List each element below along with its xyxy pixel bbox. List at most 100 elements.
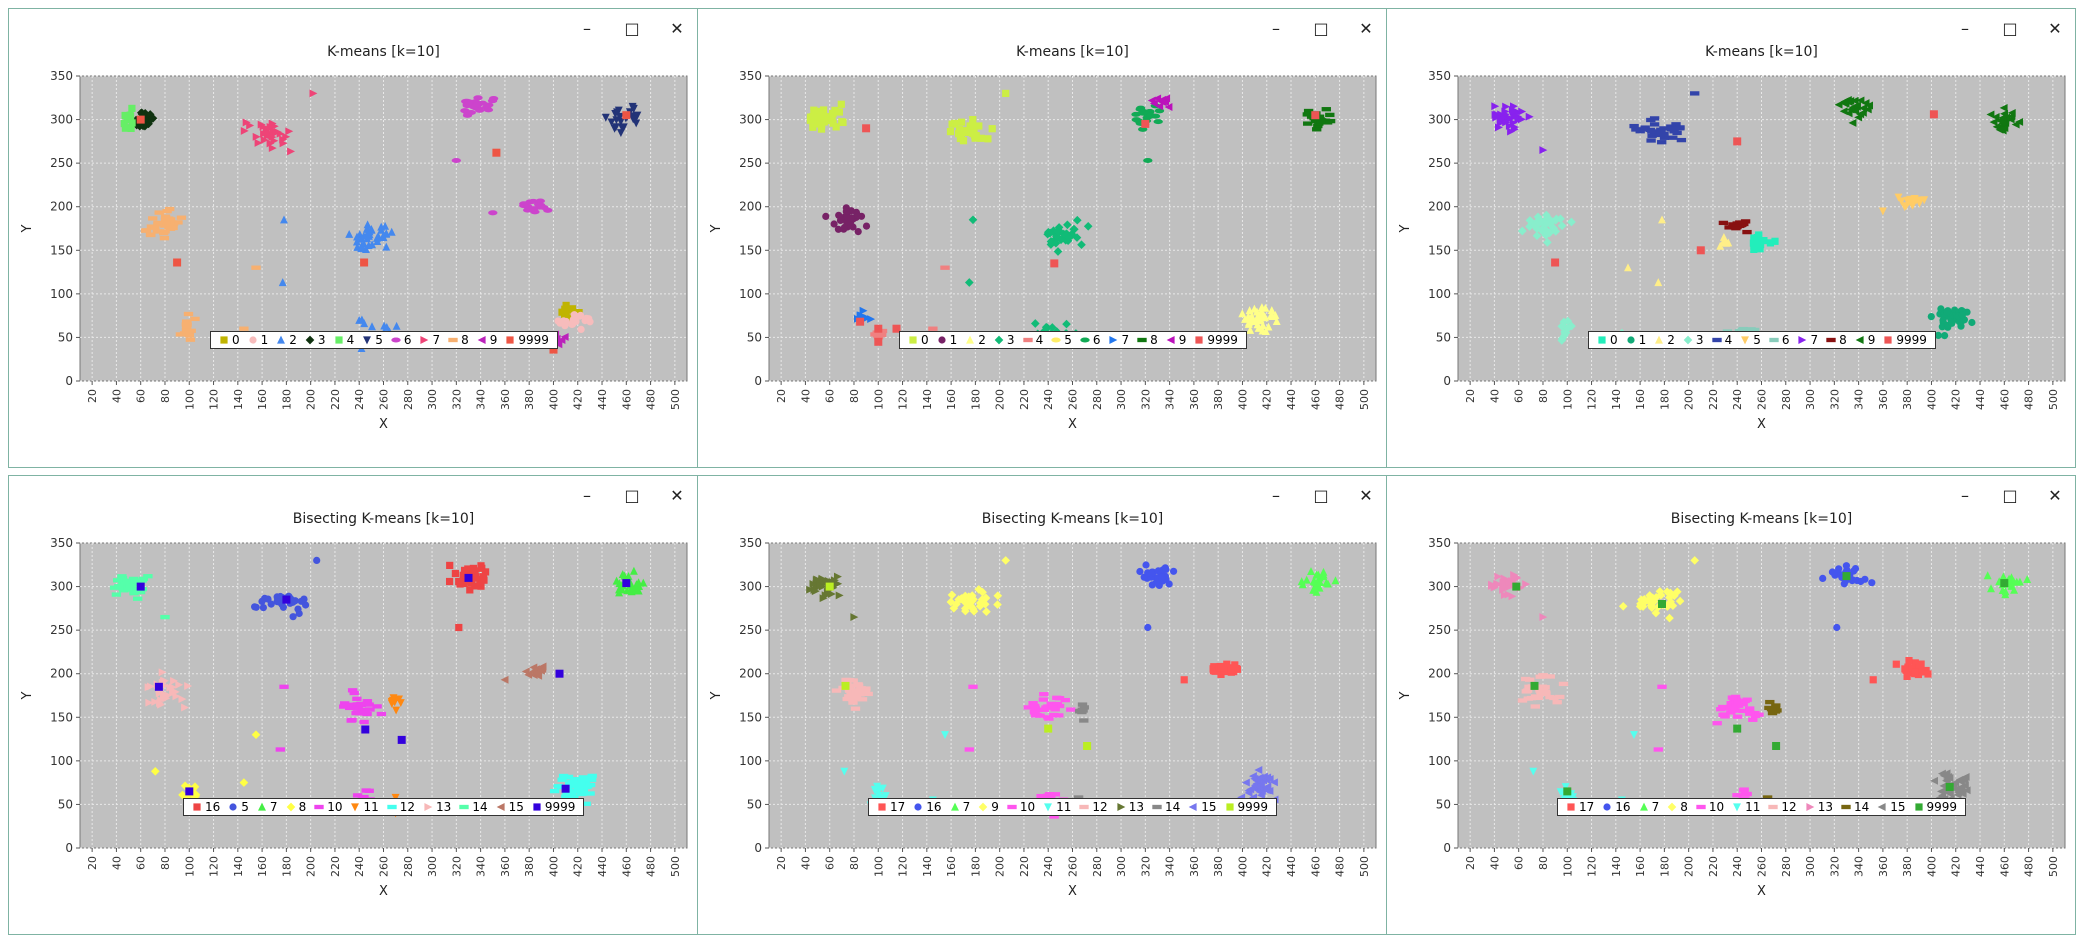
legend-label: 7 (1121, 333, 1130, 347)
x-axis-label: X (1757, 884, 1766, 896)
x-tick-label: 100 (872, 389, 885, 410)
data-point-series-9 (1989, 118, 1998, 127)
x-tick-label: 360 (1188, 856, 1201, 877)
data-point-series-6 (1143, 157, 1153, 164)
legend-marker-shape (1225, 803, 1234, 811)
data-point-series-9 (993, 591, 1003, 601)
data-point-series-7 (266, 123, 275, 131)
legend-item-4: 4 (1711, 333, 1732, 347)
legend-marker-shape (1195, 336, 1204, 344)
legend-marker (1022, 337, 1033, 343)
legend-marker (229, 803, 237, 811)
data-point-series-10 (1732, 793, 1742, 798)
legend-label: 7 (962, 800, 971, 814)
x-tick-label: 400 (1236, 389, 1249, 410)
data-point-series-4 (1656, 129, 1666, 134)
legend-label: 0 (1610, 333, 1618, 347)
data-point-series-17 (1869, 676, 1877, 684)
minimize-button[interactable]: – (1961, 486, 1969, 505)
close-button[interactable]: ✕ (2048, 19, 2062, 38)
data-point-series-5 (289, 598, 297, 606)
legend-marker-shape (1826, 337, 1836, 343)
data-point-series-9999 (154, 682, 163, 691)
data-point-series-7 (276, 129, 285, 138)
data-point-series-9999 (561, 784, 570, 793)
x-tick-label: 80 (159, 389, 172, 403)
x-tick-label: 240 (1042, 856, 1055, 877)
x-tick-label: 180 (969, 389, 982, 410)
data-point-series-4 (872, 333, 883, 338)
data-point-series-8 (1325, 112, 1335, 118)
minimize-button[interactable]: – (1272, 486, 1280, 505)
legend-marker (914, 803, 922, 811)
legend-label: 13 (1128, 800, 1144, 814)
data-point-series-0 (829, 110, 837, 118)
data-point-series-6 (1131, 117, 1142, 123)
maximize-button[interactable]: □ (624, 486, 640, 505)
legend-item-6: 6 (1769, 333, 1789, 347)
legend-marker-shape (1798, 336, 1807, 344)
data-point-series-7 (628, 584, 637, 593)
data-point-series-14 (1767, 710, 1778, 716)
legend-marker-shape (914, 803, 922, 811)
data-points (1491, 91, 2024, 346)
legend-marker-shape (1733, 803, 1742, 812)
maximize-button[interactable]: □ (2002, 486, 2018, 505)
close-button[interactable]: ✕ (670, 486, 684, 505)
data-point-series-5 (259, 604, 267, 612)
data-point-series-5 (607, 118, 616, 127)
maximize-button[interactable]: □ (1313, 19, 1329, 38)
close-button[interactable]: ✕ (1359, 486, 1373, 505)
data-point-series-8 (182, 321, 192, 326)
legend-marker (424, 803, 433, 811)
data-point-series-10 (964, 747, 974, 752)
data-point-series-9 (968, 604, 978, 614)
data-point-series-1 (1939, 316, 1947, 324)
legend-item-7: 7 (1639, 800, 1659, 814)
data-point-series-9999 (622, 111, 631, 120)
data-point-series-12 (1522, 688, 1533, 693)
data-point-series-3 (1541, 219, 1551, 229)
data-point-series-16 (471, 582, 479, 590)
data-point-series-7 (2010, 585, 2019, 594)
minimize-button[interactable]: – (1272, 19, 1280, 38)
legend-label: 9999 (1896, 333, 1927, 347)
legend-label: 16 (926, 800, 942, 814)
data-point-series-3 (1030, 319, 1040, 328)
minimize-button[interactable]: – (1961, 19, 1969, 38)
minimize-button[interactable]: – (583, 19, 591, 38)
data-point-series-16 (472, 573, 480, 581)
data-point-series-4 (1631, 127, 1641, 132)
data-point-series-15 (1246, 785, 1255, 794)
legend-marker (533, 803, 541, 811)
minimize-button[interactable]: – (583, 486, 591, 505)
data-point-series-13 (181, 703, 190, 712)
data-point-series-1 (1927, 313, 1935, 321)
data-point-series-9999 (1141, 119, 1150, 128)
legend-label: 10 (1708, 800, 1725, 814)
close-button[interactable]: ✕ (1359, 19, 1373, 38)
chart-title: Bisecting K-means [k=10] (1671, 511, 1852, 527)
data-point-series-5 (1920, 196, 1929, 205)
data-point-series-13 (810, 585, 819, 594)
close-button[interactable]: ✕ (2048, 486, 2062, 505)
maximize-button[interactable]: □ (624, 19, 640, 38)
legend-item-10: 10 (314, 800, 342, 814)
data-point-series-10 (1041, 705, 1051, 710)
x-tick-label: 340 (475, 856, 488, 877)
legend-label: 9 (1178, 333, 1187, 347)
data-point-series-5 (633, 111, 642, 120)
legend-marker-shape (448, 337, 458, 343)
x-tick-label: 80 (848, 389, 861, 403)
y-tick-label: 100 (1428, 287, 1451, 301)
data-point-series-12 (848, 696, 858, 702)
close-button[interactable]: ✕ (670, 19, 684, 38)
legend-item-9999: 9999 (1225, 800, 1268, 814)
data-point-series-0 (969, 116, 977, 124)
maximize-button[interactable]: □ (1313, 486, 1329, 505)
maximize-button[interactable]: □ (2002, 19, 2018, 38)
legend-marker-shape (1696, 804, 1706, 810)
data-point-series-8 (1636, 599, 1645, 609)
data-point-series-5 (289, 613, 297, 621)
data-point-series-3 (1043, 227, 1053, 237)
